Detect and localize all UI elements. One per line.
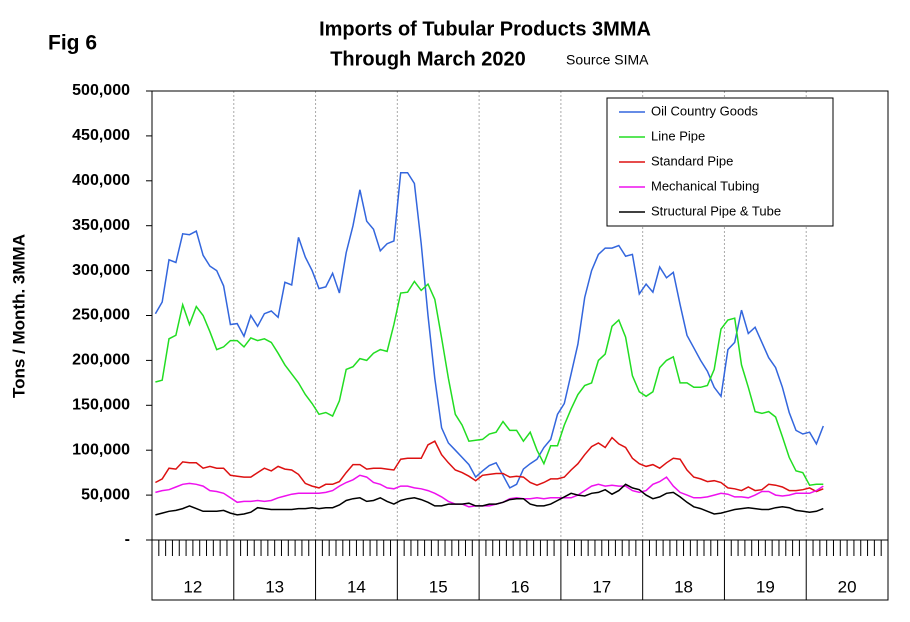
- y-tick-label: 400,000: [72, 172, 130, 189]
- y-tick-label: 350,000: [72, 217, 130, 234]
- x-tick-label: 20: [838, 577, 857, 596]
- legend-label: Line Pipe: [651, 128, 705, 143]
- y-tick-label: 100,000: [72, 441, 130, 458]
- y-tick-label: -: [125, 531, 130, 548]
- x-tick-label: 13: [265, 577, 284, 596]
- legend-label: Oil Country Goods: [651, 103, 758, 118]
- series-line: [155, 474, 824, 508]
- x-tick-label: 16: [511, 577, 530, 596]
- y-tick-label: 300,000: [72, 262, 130, 279]
- y-tick-label: 500,000: [72, 82, 130, 99]
- series-line: [155, 436, 824, 493]
- y-tick-label: 250,000: [72, 307, 130, 324]
- y-tick-label: 200,000: [72, 352, 130, 369]
- chart-subtitle: Through March 2020: [330, 48, 526, 70]
- y-tick-label: 150,000: [72, 397, 130, 414]
- legend-label: Standard Pipe: [651, 153, 733, 168]
- y-tick-label: 50,000: [81, 486, 130, 503]
- y-axis-label: Tons / Month. 3MMA: [9, 234, 28, 398]
- x-axis-frame: [151, 539, 889, 601]
- x-tick-label: 17: [592, 577, 611, 596]
- series-line: [155, 280, 824, 487]
- x-tick-label: 18: [674, 577, 693, 596]
- x-tick-label: 12: [183, 577, 202, 596]
- x-tick-label: 19: [756, 577, 775, 596]
- chart-title: Imports of Tubular Products 3MMA: [319, 18, 651, 40]
- legend-label: Structural Pipe & Tube: [651, 203, 781, 218]
- fig-label: Fig 6: [48, 32, 97, 55]
- series-line: [154, 171, 824, 489]
- series-line: [155, 483, 824, 516]
- source-note: Source SIMA: [566, 52, 649, 68]
- x-tick-label: 15: [429, 577, 448, 596]
- x-tick-label: 14: [347, 577, 366, 596]
- y-tick-label: 450,000: [72, 127, 130, 144]
- legend-label: Mechanical Tubing: [651, 178, 759, 193]
